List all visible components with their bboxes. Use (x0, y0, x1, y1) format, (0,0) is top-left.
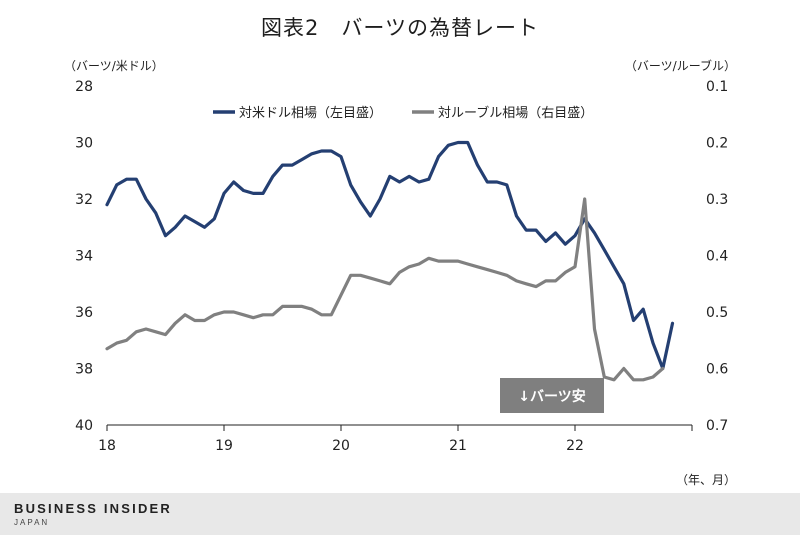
right-axis-label: （バーツ/ルーブル） (625, 58, 736, 73)
legend-label-usd: 対米ドル相場（左目盛） (239, 106, 382, 121)
left-tick-label: 30 (75, 136, 93, 152)
left-tick-label: 38 (75, 362, 93, 378)
x-tick-label: 18 (98, 438, 116, 454)
left-tick-label: 40 (75, 418, 93, 434)
badge-label: ↓バーツ安 (518, 388, 585, 405)
chart-lines (105, 140, 675, 382)
x-tick-label: 22 (566, 438, 584, 454)
series-line-usd (105, 140, 675, 371)
x-axis-label: （年、月） (676, 473, 736, 487)
x-tick-label: 21 (449, 438, 467, 454)
right-tick-label: 0.7 (706, 418, 728, 434)
left-tick-label: 34 (75, 249, 93, 265)
brand-logo: BUSINESS INSIDER (14, 501, 173, 516)
page-title: 図表2 バーツの為替レート (261, 16, 539, 40)
left-tick-label: 28 (75, 79, 93, 95)
right-tick-label: 0.3 (706, 192, 728, 208)
left-axis-label: （バーツ/米ドル） (64, 59, 164, 73)
x-tick-label: 19 (215, 438, 233, 454)
legend-label-rub: 対ルーブル相場（右目盛） (438, 105, 593, 121)
x-tick-label: 20 (332, 438, 350, 454)
chart-legend: 対米ドル相場（左目盛） 対ルーブル相場（右目盛） (213, 105, 593, 121)
brand-sub-logo: JAPAN (14, 518, 50, 527)
left-tick-label: 36 (75, 305, 93, 321)
right-tick-label: 0.1 (706, 79, 728, 95)
badge-background (500, 378, 604, 413)
right-tick-label: 0.5 (706, 305, 728, 321)
right-tick-label: 0.2 (706, 136, 728, 152)
annotation-badge: ↓バーツ安 (500, 378, 604, 413)
series-line-rub (105, 197, 665, 382)
left-tick-label: 32 (75, 192, 93, 208)
exchange-rate-chart: 18 19 20 21 22 28 30 32 34 36 38 40 0.1 0.2 0.3 0.4 0.5 0… (64, 58, 736, 487)
chart-axes (106, 424, 693, 431)
right-tick-label: 0.4 (706, 249, 728, 265)
footer: BUSINESS INSIDER JAPAN (0, 493, 800, 535)
right-tick-label: 0.6 (706, 362, 728, 378)
chart-tick-labels: 18 19 20 21 22 28 30 32 34 36 38 40 0.1 0.2 0.3 0.4 0.5 0… (75, 79, 728, 454)
